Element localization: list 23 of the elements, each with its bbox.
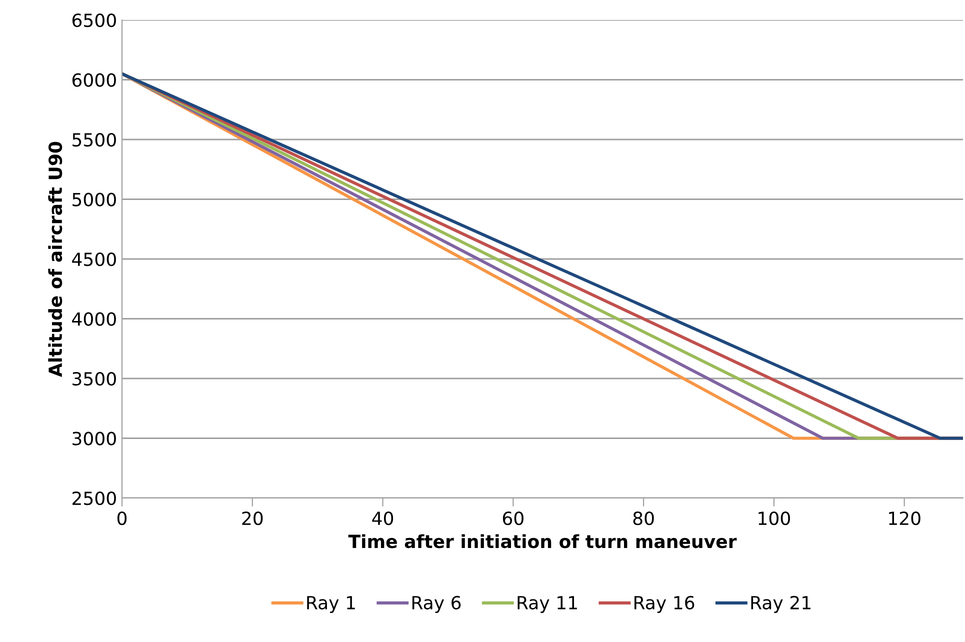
y-tick-label: 4000 [72,312,116,326]
y-tick-label: 3500 [72,372,116,386]
legend-label: Ray 16 [634,596,694,613]
legend-label: Ray 1 [307,596,355,613]
x-tick-label: 20 [242,512,263,526]
y-axis-title: Altitude of aircraft U90 [48,142,62,377]
x-tick-label: 100 [758,512,790,526]
x-tick-label: 40 [372,512,394,526]
y-tick-label: 3000 [72,432,116,446]
y-tick-label: 4500 [72,252,116,266]
y-tick-label: 5500 [72,132,116,147]
y-tick-label: 5000 [72,192,116,206]
legend-label: Ray 6 [412,596,461,613]
legend-label: Ray 21 [751,596,810,613]
x-axis-title: Time after initiation of turn maneuver [348,534,737,548]
y-tick-label: 2500 [72,491,116,506]
x-tick-label: 60 [502,512,524,526]
x-tick-label: 80 [633,512,654,526]
x-tick-label: 0 [117,512,127,526]
x-tick-label: 120 [889,512,920,526]
y-tick-label: 6500 [72,13,116,28]
legend-label: Ray 11 [518,596,577,613]
y-tick-label: 6000 [72,73,116,87]
